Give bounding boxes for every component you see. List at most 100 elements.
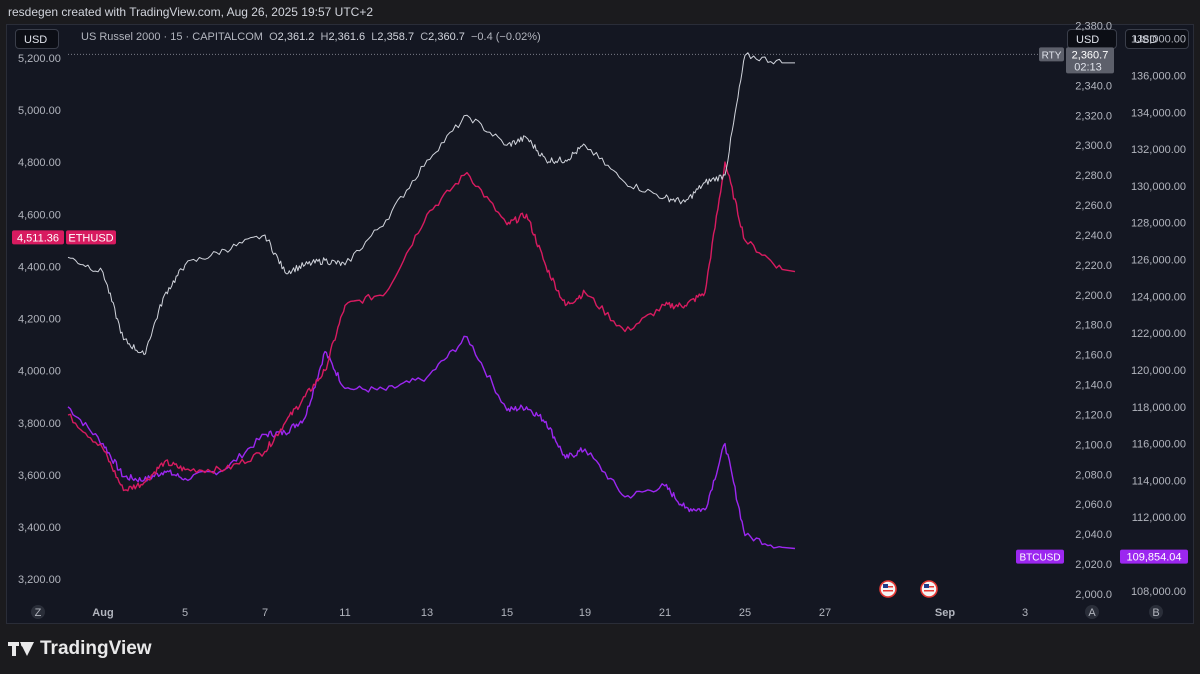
btc-axis-currency-button[interactable]: USD — [1125, 29, 1189, 49]
x-axis-tick: 19 — [579, 607, 591, 619]
rty-axis-tick: 2,380.0 — [1075, 20, 1112, 32]
axis-corner-button[interactable] — [1149, 605, 1163, 619]
low-value: 2,358.7 — [377, 31, 415, 43]
btc-axis-tick: 122,000.00 — [1131, 328, 1186, 340]
x-axis-tick: 25 — [739, 607, 751, 619]
open-label: O — [269, 31, 278, 43]
eth-price-value: 4,511.36 — [17, 232, 59, 244]
btc-axis-tick: 126,000.00 — [1131, 255, 1186, 267]
low-label: L — [371, 31, 378, 43]
rty-axis-tick: 2,300.0 — [1075, 140, 1112, 152]
close-value: 2,360.7 — [428, 31, 465, 43]
series-line-rty — [67, 52, 795, 356]
x-axis-tick: 5 — [182, 607, 188, 619]
high-label: H — [320, 31, 329, 43]
btc-price-tag — [1120, 549, 1188, 564]
btc-axis-tick: 134,000.00 — [1131, 107, 1186, 119]
rty-axis-tick: 2,020.0 — [1075, 559, 1112, 571]
symbol-legend: US Russel 2000 · 15 · CAPITALCOM O2,361.… — [81, 31, 541, 43]
x-axis-tick: Aug — [92, 607, 113, 619]
tradingview-logo: TradingView — [8, 636, 152, 662]
btc-axis-tick: 132,000.00 — [1131, 144, 1186, 156]
btc-price-value: 109,854.04 — [1126, 552, 1181, 564]
rty-axis-tick: 2,080.0 — [1075, 469, 1112, 481]
btc-axis-tick: 120,000.00 — [1131, 365, 1186, 377]
high-value: 2,361.6 — [328, 31, 366, 43]
rty-price-value: 2,360.7 — [1072, 49, 1109, 61]
btc-axis-tick: 116,000.00 — [1132, 439, 1186, 451]
series-line-ethusd — [67, 161, 796, 492]
us-flag-stripe — [883, 590, 893, 592]
close-label: C — [420, 31, 429, 43]
left-axis-tick: 5,200.00 — [18, 53, 61, 65]
axis-corner-button[interactable] — [1085, 605, 1099, 619]
x-axis-tick: 15 — [501, 607, 513, 619]
axis-corner-label: A — [1088, 607, 1096, 619]
left-axis-tick: 3,400.00 — [18, 522, 61, 534]
eth-price-tag — [12, 230, 64, 245]
brand-name: TradingView — [40, 638, 152, 659]
rty-axis-tick: 2,220.0 — [1075, 260, 1112, 272]
rty-axis-tick: 2,160.0 — [1075, 350, 1112, 362]
rty-axis-tick: 2,140.0 — [1075, 380, 1112, 392]
x-axis-tick: 7 — [262, 607, 268, 619]
rty-axis-tick: 2,200.0 — [1075, 290, 1112, 302]
btc-symbol-tag — [1016, 549, 1064, 564]
axis-corner-label: Z — [35, 607, 42, 619]
symbol-title[interactable]: US Russel 2000 · 15 · CAPITALCOM — [81, 31, 263, 43]
axis-corner-label: B — [1152, 607, 1159, 619]
rty-countdown: 02:13 — [1074, 61, 1102, 73]
btc-axis-tick: 114,000.00 — [1132, 475, 1186, 487]
rty-price-tag — [1066, 47, 1114, 74]
rty-axis-tick: 2,000.0 — [1075, 589, 1112, 601]
x-axis-tick: 13 — [421, 607, 433, 619]
btc-axis-tick: 124,000.00 — [1131, 291, 1186, 303]
change-value: −0.4 (−0.02%) — [471, 31, 541, 43]
rty-symbol-tag — [1039, 47, 1064, 62]
rty-axis-tick: 2,340.0 — [1075, 80, 1112, 92]
left-axis-tick: 4,600.00 — [18, 209, 61, 221]
btc-axis-tick: 112,000.00 — [1132, 512, 1186, 524]
rty-axis-tick: 2,260.0 — [1075, 200, 1112, 212]
btc-axis-tick: 136,000.00 — [1131, 71, 1186, 83]
rty-axis-tick: 2,100.0 — [1075, 439, 1112, 451]
rty-axis-tick: 2,180.0 — [1075, 320, 1112, 332]
chart-pane[interactable]: USD US Russel 2000 · 15 · CAPITALCOM O2,… — [6, 24, 1194, 624]
eth-symbol-tag — [66, 230, 116, 245]
us-flag-canton — [883, 584, 888, 588]
rty-axis-currency-button[interactable]: USD — [1067, 29, 1117, 49]
us-flag-stripe — [924, 590, 934, 592]
left-axis-tick: 4,000.00 — [18, 366, 61, 378]
rty-axis-tick: 2,240.0 — [1075, 230, 1112, 242]
rty-axis-tick: 2,060.0 — [1075, 499, 1112, 511]
us-flag-icon[interactable] — [879, 580, 897, 598]
left-currency-button[interactable]: USD — [15, 29, 59, 49]
x-axis-tick: 27 — [819, 607, 831, 619]
x-axis-tick: 3 — [1022, 607, 1028, 619]
rty-axis-tick: 2,040.0 — [1075, 529, 1112, 541]
left-axis-tick: 3,200.00 — [18, 574, 61, 586]
left-axis-tick: 5,000.00 — [18, 105, 61, 117]
us-flag-icon[interactable] — [920, 580, 938, 598]
btc-symbol-label: BTCUSD — [1019, 553, 1060, 564]
btc-axis-tick: 128,000.00 — [1131, 218, 1186, 230]
axis-corner-button[interactable] — [31, 605, 45, 619]
x-axis-tick: 11 — [339, 607, 350, 619]
footer-bar: TradingView — [0, 624, 1200, 674]
x-axis-tick: 21 — [659, 607, 671, 619]
left-axis-tick: 3,800.00 — [18, 418, 61, 430]
left-axis-tick: 3,600.00 — [18, 470, 61, 482]
left-axis-tick: 4,400.00 — [18, 261, 61, 273]
eth-symbol-label: ETHUSD — [68, 232, 113, 244]
rty-axis-tick: 2,280.0 — [1075, 170, 1112, 182]
rty-axis-tick: 2,320.0 — [1075, 110, 1112, 122]
btc-axis-tick: 118,000.00 — [1132, 402, 1186, 414]
left-axis-tick: 4,800.00 — [18, 157, 61, 169]
btc-axis-tick: 108,000.00 — [1131, 586, 1186, 598]
rty-symbol-label: RTY — [1042, 50, 1062, 61]
series-line-btcusd — [67, 335, 796, 550]
open-value: 2,361.2 — [277, 31, 315, 43]
left-axis-tick: 4,200.00 — [18, 314, 61, 326]
us-flag-canton — [924, 584, 929, 588]
